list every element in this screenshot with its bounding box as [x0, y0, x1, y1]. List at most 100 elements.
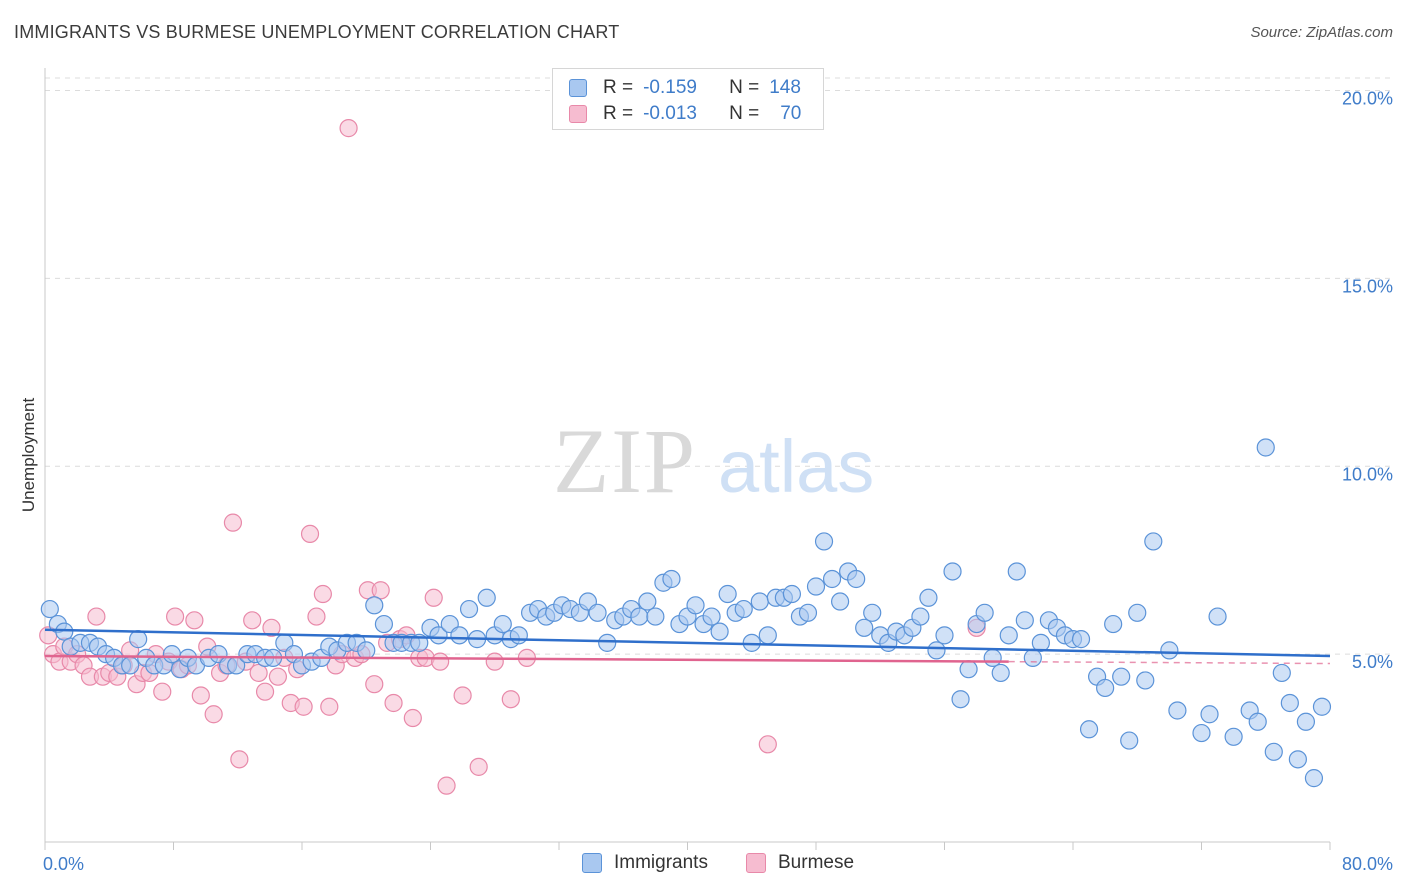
immigrants-point-131: [1144, 532, 1163, 551]
burmese-point-32: [243, 611, 262, 630]
immigrants-point-110: [975, 603, 994, 622]
legend-row-immigrants: R = -0.159 N = 148: [569, 76, 801, 100]
immigrants-point-69: [646, 607, 665, 626]
immigrants-point-111: [983, 648, 1002, 667]
immigrants-point-15: [162, 645, 181, 664]
immigrants-point-44: [429, 626, 448, 645]
immigrants-point-142: [1272, 663, 1291, 683]
y-tick-label-1: 10.0%: [1342, 464, 1393, 484]
immigrants-point-134: [1192, 723, 1211, 743]
y-tick-label-0: 5.0%: [1352, 652, 1393, 672]
immigrants-point-140: [1256, 438, 1275, 457]
burmese-point-64: [469, 757, 488, 776]
burmese-point-33: [249, 663, 268, 683]
immigrants-point-63: [598, 633, 617, 652]
immigrants-swatch: [569, 79, 587, 97]
immigrants-point-106: [943, 562, 962, 581]
immigrants-point-47: [459, 599, 479, 619]
immigrants-point-71: [662, 569, 681, 589]
r-value-burmese: -0.013: [643, 103, 697, 124]
immigrants-point-146: [1304, 769, 1324, 788]
immigrants-point-83: [758, 626, 777, 645]
r-label: R =: [603, 103, 634, 124]
immigrants-point-36: [357, 641, 376, 660]
immigrants-point-127: [1112, 667, 1131, 686]
burmese-point-61: [431, 652, 450, 671]
burmese-point-47: [339, 119, 358, 138]
immigrants-point-77: [710, 622, 729, 641]
burmese-point-35: [262, 618, 281, 637]
immigrants-point-46: [450, 626, 469, 645]
burmese-point-66: [501, 690, 520, 709]
burmese-point-26: [204, 705, 223, 724]
immigrants-point-53: [509, 626, 528, 645]
burmese-trend-extension: [1008, 660, 1331, 665]
immigrants-point-92: [830, 592, 850, 611]
immigrants-point-126: [1104, 614, 1123, 634]
immigrants-point-125: [1096, 678, 1115, 698]
immigrants-point-130: [1136, 671, 1155, 690]
immigrants-point-49: [477, 588, 496, 607]
burmese-point-43: [313, 584, 332, 604]
r-label: R =: [603, 77, 634, 98]
legend-row-burmese: R = -0.013 N = 70: [569, 102, 801, 126]
immigrants-point-132: [1160, 641, 1179, 660]
legend-label-immigrants: Immigrants: [614, 852, 708, 873]
trend-lines: [44, 628, 1331, 665]
axes: [44, 68, 1331, 850]
chart-title: IMMIGRANTS VS BURMESE UNEMPLOYMENT CORRE…: [14, 22, 620, 42]
burmese-point-65: [485, 652, 504, 671]
burmese-point-68: [758, 735, 777, 754]
burmese-point-52: [371, 581, 390, 600]
immigrants-point-115: [1015, 611, 1034, 630]
immigrants-point-86: [782, 584, 802, 604]
burmese-point-54: [384, 693, 403, 713]
immigrants-point-0: [40, 599, 59, 619]
immigrants-point-141: [1264, 742, 1283, 761]
burmese-point-63: [453, 686, 472, 705]
legend-item-immigrants[interactable]: Immigrants: [582, 852, 708, 874]
immigrants-point-112: [991, 663, 1010, 683]
burmese-point-60: [424, 588, 443, 607]
x-tick-label-1: 80.0%: [1342, 854, 1393, 874]
burmese-point-20: [166, 607, 185, 626]
immigrants-point-145: [1296, 712, 1316, 731]
series-legend: Immigrants Burmese: [0, 852, 1406, 876]
n-value-immigrants: 148: [769, 77, 801, 98]
immigrants-point-80: [734, 599, 753, 619]
immigrants-point-129: [1128, 603, 1147, 622]
watermark-atlas: atlas: [718, 425, 874, 508]
immigrants-point-144: [1288, 750, 1307, 769]
burmese-point-23: [185, 611, 204, 630]
n-label: N =: [729, 103, 760, 124]
immigrants-point-89: [806, 577, 826, 596]
immigrants-points: [40, 438, 1332, 788]
immigrants-point-90: [814, 532, 834, 551]
immigrants-point-88: [798, 603, 818, 622]
burmese-point-24: [191, 686, 210, 705]
r-value-immigrants: -0.159: [643, 77, 697, 98]
immigrants-point-107: [951, 690, 970, 709]
immigrants-trend-line: [44, 628, 1331, 658]
legend-item-burmese[interactable]: Burmese: [746, 852, 854, 874]
burmese-point-40: [294, 697, 313, 716]
immigrants-point-137: [1224, 727, 1243, 746]
immigrants-point-133: [1168, 701, 1187, 720]
immigrants-point-11: [129, 630, 148, 649]
correlation-legend: R = -0.159 N = 148 R = -0.013 N = 70: [552, 68, 824, 130]
y-tick-labels: 5.0% 10.0% 15.0% 20.0%: [1342, 89, 1393, 673]
immigrants-point-147: [1312, 697, 1332, 716]
immigrants-point-117: [1031, 633, 1050, 652]
immigrants-point-37: [365, 596, 384, 615]
immigrants-point-136: [1208, 607, 1227, 626]
burmese-point-29: [223, 513, 243, 532]
immigrants-point-104: [927, 641, 946, 660]
n-label: N =: [729, 77, 760, 98]
immigrants-point-103: [919, 588, 938, 607]
immigrants-point-135: [1200, 705, 1219, 724]
immigrants-point-113: [999, 626, 1018, 645]
immigrants-point-10: [121, 656, 140, 675]
n-value-burmese: 70: [780, 103, 802, 124]
immigrants-point-123: [1079, 720, 1099, 739]
